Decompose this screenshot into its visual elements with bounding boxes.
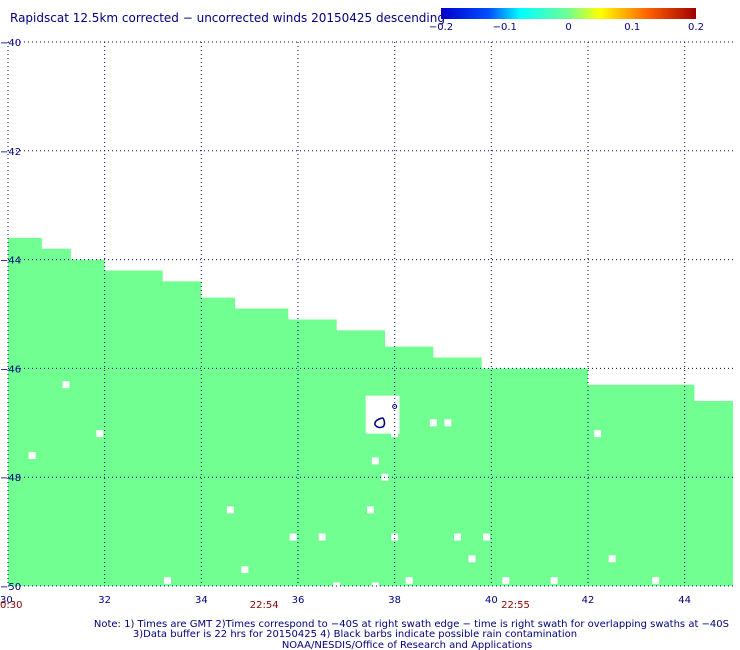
missing-cell [429,419,437,427]
x-tick-label: 36 [292,595,305,606]
missing-cell [483,533,490,541]
y-tick-label: −44 [0,256,21,267]
missing-cell [608,555,616,563]
y-tick-label: −40 [0,38,21,49]
time-labels: 0:30 22:54 22:55 [0,600,530,611]
missing-cell [241,566,249,574]
x-tick-label: 44 [678,595,691,606]
plot-area [7,41,733,590]
footer-note-1: Note: 1) Times are GMT 2)Times correspon… [94,619,729,630]
x-tick-label: 38 [388,595,401,606]
time-label: 0:30 [0,600,22,611]
x-tick-label: 42 [582,595,595,606]
missing-cell [502,577,510,585]
missing-cell [289,533,297,541]
y-tick-label: −48 [0,473,21,484]
time-label: 22:54 [250,600,279,611]
colorbar-tick-label: −0.2 [429,22,453,33]
missing-cell [391,533,399,541]
missing-cell [226,506,234,514]
missing-cell [594,430,602,438]
chart-title: Rapidscat 12.5km corrected − uncorrected… [10,11,445,25]
y-tick-label: −46 [0,364,21,375]
missing-cell [371,582,379,590]
x-tick-label: 30 [0,595,13,606]
colorbar-tick-label: 0.1 [624,22,640,33]
missing-cell [454,533,461,541]
time-label: 22:55 [501,600,530,611]
x-tick-label: 34 [195,595,208,606]
colorbar-gradient [441,8,696,19]
missing-cell [367,506,374,514]
colorbar: −0.2 −0.1 0 0.1 0.2 [429,8,704,33]
colorbar-tick-label: 0 [565,22,571,33]
footer-note-2: 3)Data buffer is 22 hrs for 20150425 4) … [133,629,577,640]
missing-cell [468,555,476,563]
x-axis: 30 32 34 36 38 40 42 44 [0,595,691,606]
missing-cell [550,577,558,585]
footer-credit: NOAA/NESDIS/Office of Research and Appli… [282,640,532,650]
missing-cell [405,577,413,585]
colorbar-tick-label: −0.1 [493,22,517,33]
x-tick-label: 32 [98,595,111,606]
y-tick-label: −42 [0,147,21,158]
missing-cell [164,577,171,585]
x-tick-label: 40 [485,595,498,606]
y-axis: −40 −42 −44 −46 −48 −50 [0,38,21,593]
missing-cell [371,457,379,465]
missing-cell [96,430,104,438]
rain-barb [374,417,386,429]
missing-cell [28,451,36,459]
colorbar-tick-label: 0.2 [688,22,704,33]
rain-barb [392,403,398,409]
missing-cell [444,419,452,427]
missing-cell [318,533,326,541]
missing-cell [62,381,70,389]
y-tick-label: −50 [0,582,21,593]
missing-cell [652,577,660,585]
